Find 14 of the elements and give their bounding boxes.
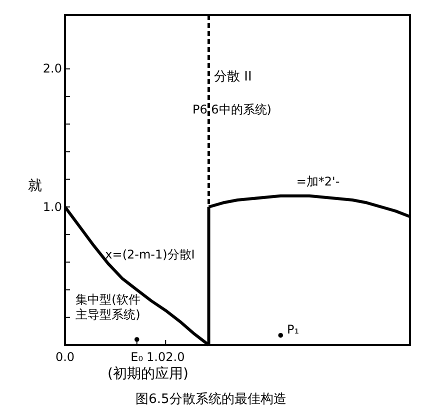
annotation: P₁: [287, 322, 300, 336]
x-axis-title: (初期的应用): [108, 366, 188, 382]
annotation: 集中型(软件主导型系统): [76, 292, 140, 322]
y-tick-label: 1.0: [42, 200, 62, 214]
annotation: x=(2-m-1)分散I: [105, 247, 195, 262]
y-axis-title: 就: [28, 178, 42, 194]
y-tick-label: 2.0: [42, 62, 62, 76]
x-tick-label: E₀: [130, 350, 144, 364]
annotation: 分散 II: [214, 70, 252, 85]
x-tick-label: 1.02.0: [146, 350, 185, 364]
text: 图6.5分散系统的最佳构造: [136, 392, 286, 407]
annotation: P6.6中的系统): [192, 102, 272, 116]
annotation: =加*2'-: [296, 174, 340, 188]
x-tick-label: 0.0: [55, 350, 75, 364]
